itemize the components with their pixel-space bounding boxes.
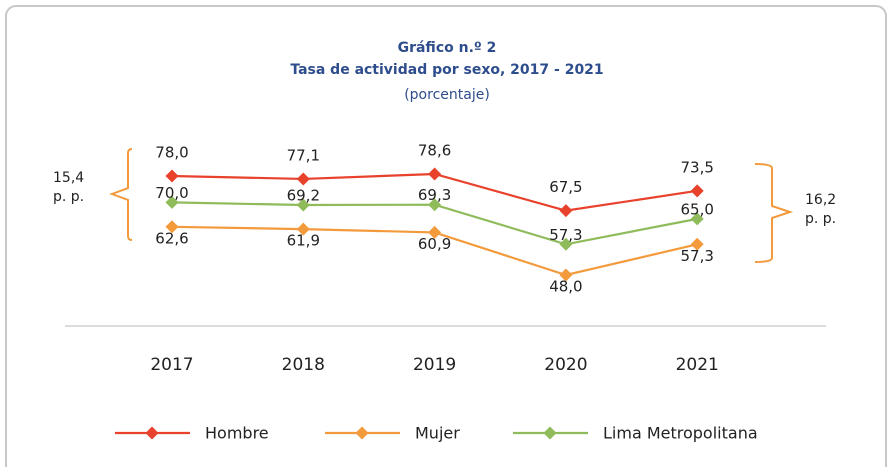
- data-label: 69,3: [418, 186, 451, 204]
- data-label: 73,5: [680, 158, 713, 176]
- marker: [690, 184, 704, 198]
- data-label: 70,0: [155, 184, 188, 202]
- bracket-left: [109, 148, 133, 241]
- marker: [428, 167, 442, 181]
- x-tick-label: 2021: [676, 355, 719, 375]
- x-tick-label: 2018: [282, 355, 325, 375]
- data-label: 60,9: [418, 235, 451, 253]
- data-label: 57,3: [549, 226, 582, 244]
- data-label: 65,0: [680, 200, 713, 218]
- chart-subtitle: Tasa de actividad por sexo, 2017 - 2021: [290, 62, 603, 78]
- marker: [559, 237, 573, 251]
- marker: [165, 169, 179, 183]
- marker: [296, 172, 310, 186]
- legend-marker: [543, 426, 557, 440]
- unit-label: (porcentaje): [404, 87, 490, 103]
- legend-marker: [355, 426, 369, 440]
- data-label: 62,6: [155, 229, 188, 247]
- marker: [165, 195, 179, 209]
- bracket-right: [754, 163, 794, 263]
- marker: [296, 222, 310, 236]
- marker: [165, 220, 179, 234]
- annotation: p. p.: [805, 211, 836, 227]
- marker: [296, 198, 310, 212]
- annotation: p. p.: [53, 189, 84, 205]
- annotation: 16,2: [805, 192, 836, 208]
- marker: [428, 225, 442, 239]
- x-tick-label: 2017: [150, 355, 193, 375]
- marker: [428, 198, 442, 212]
- annotation: 15,4: [53, 170, 84, 186]
- data-label: 57,3: [680, 247, 713, 265]
- marker: [559, 204, 573, 218]
- marker: [559, 268, 573, 282]
- data-label: 67,5: [549, 178, 582, 196]
- legend-marker: [145, 426, 159, 440]
- data-label: 61,9: [287, 232, 320, 250]
- legend-label: Hombre: [205, 424, 269, 443]
- x-tick-label: 2020: [544, 355, 587, 375]
- marker: [690, 212, 704, 226]
- data-label: 78,6: [418, 142, 451, 160]
- data-label: 77,1: [287, 146, 320, 164]
- chart-title: Gráfico n.º 2: [398, 40, 497, 56]
- legend-label: Mujer: [415, 424, 460, 443]
- data-label: 48,0: [549, 278, 582, 296]
- data-label: 69,2: [287, 187, 320, 205]
- data-label: 78,0: [155, 143, 188, 161]
- marker: [690, 237, 704, 251]
- x-tick-label: 2019: [413, 355, 456, 375]
- legend-label: Lima Metropolitana: [603, 424, 758, 443]
